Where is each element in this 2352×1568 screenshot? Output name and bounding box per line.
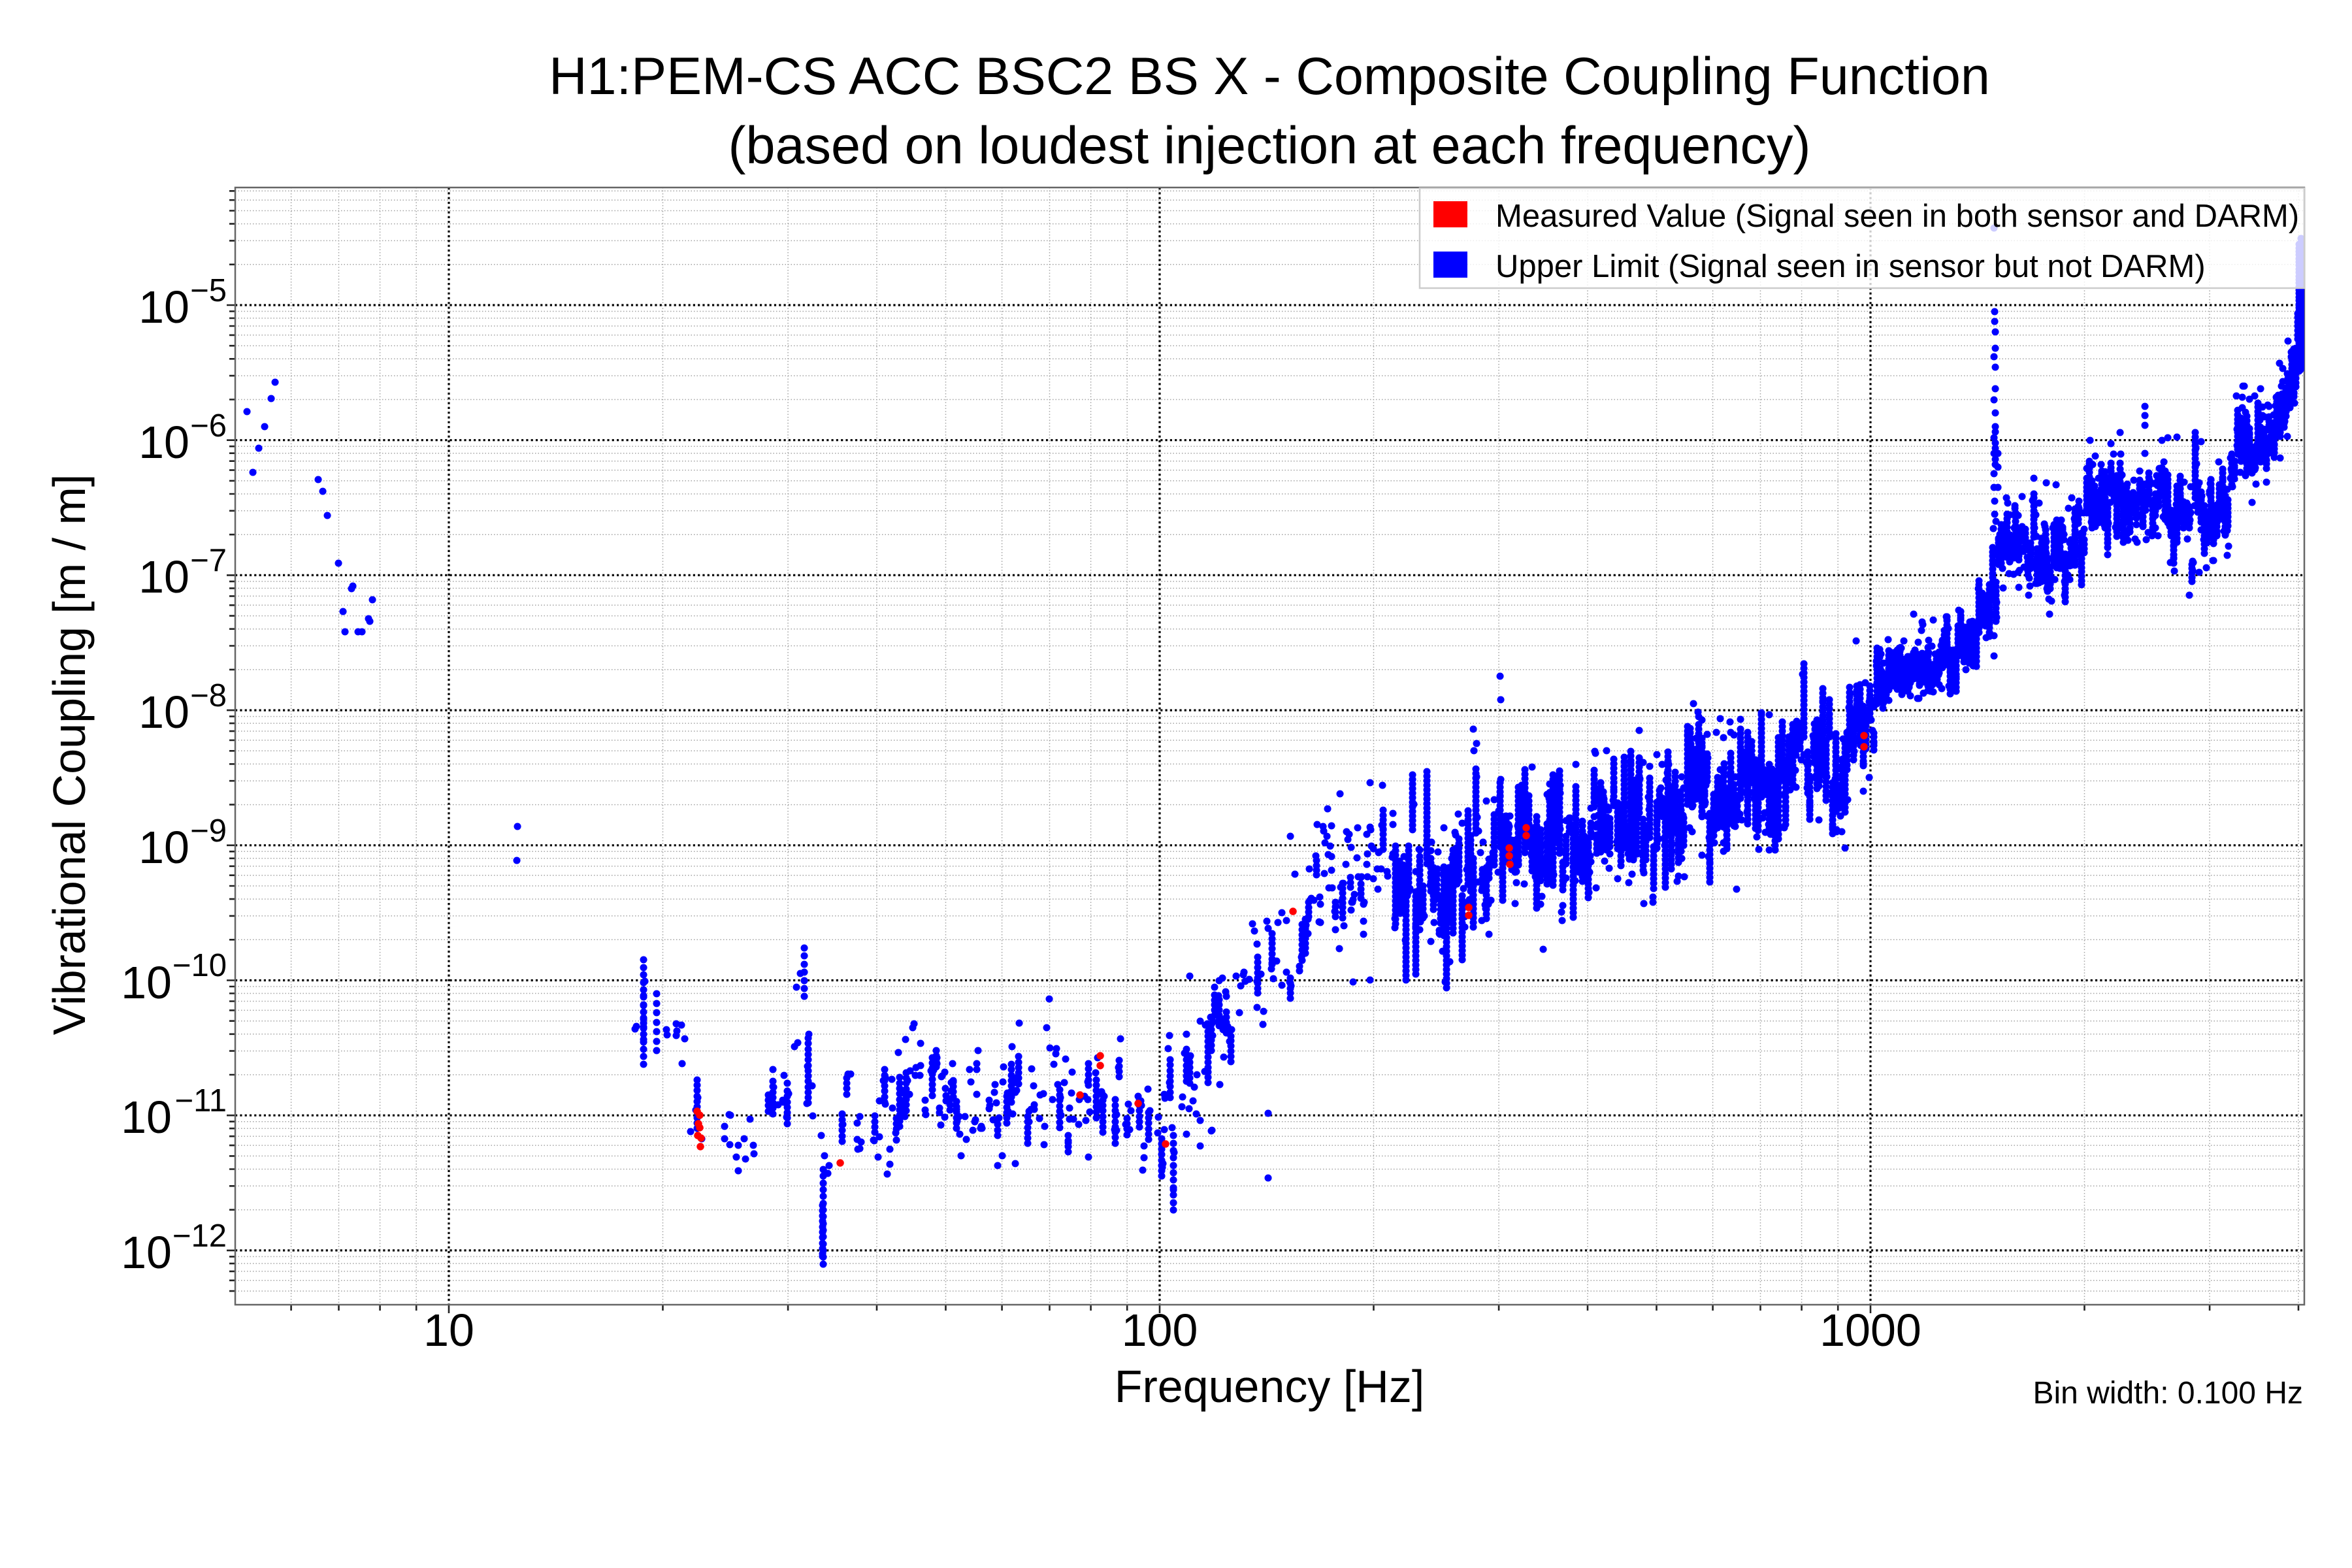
svg-text:10: 10 xyxy=(423,1305,474,1356)
svg-text:10: 10 xyxy=(139,282,189,333)
svg-text:−6: −6 xyxy=(190,408,227,444)
svg-text:−10: −10 xyxy=(172,948,227,983)
svg-text:10: 10 xyxy=(139,822,189,873)
svg-text:−7: −7 xyxy=(190,543,227,578)
svg-text:−12: −12 xyxy=(172,1218,227,1254)
svg-text:10: 10 xyxy=(121,1227,172,1278)
svg-text:1000: 1000 xyxy=(1820,1305,1921,1356)
svg-text:Measured Value (Signal seen in: Measured Value (Signal seen in both sens… xyxy=(1495,199,2299,234)
svg-text:Vibrational Coupling [m / m]: Vibrational Coupling [m / m] xyxy=(44,474,95,1036)
svg-text:10: 10 xyxy=(139,551,189,602)
svg-text:−8: −8 xyxy=(190,678,227,713)
svg-text:−11: −11 xyxy=(175,1083,227,1119)
svg-text:H1:PEM-CS ACC BSC2 BS X - Comp: H1:PEM-CS ACC BSC2 BS X - Composite Coup… xyxy=(549,47,1990,106)
svg-text:100: 100 xyxy=(1122,1305,1198,1356)
svg-text:10: 10 xyxy=(139,687,189,738)
svg-text:10: 10 xyxy=(139,417,189,468)
svg-text:−9: −9 xyxy=(190,813,227,849)
svg-text:−5: −5 xyxy=(190,273,227,308)
svg-text:10: 10 xyxy=(121,1092,172,1143)
svg-text:Upper Limit (Signal seen in se: Upper Limit (Signal seen in sensor but n… xyxy=(1495,249,2206,284)
svg-text:(based on loudest injection at: (based on loudest injection at each freq… xyxy=(728,116,1810,175)
svg-text:Bin width: 0.100 Hz: Bin width: 0.100 Hz xyxy=(2033,1376,2303,1411)
svg-text:10: 10 xyxy=(121,957,172,1008)
svg-text:Frequency [Hz]: Frequency [Hz] xyxy=(1115,1361,1425,1412)
